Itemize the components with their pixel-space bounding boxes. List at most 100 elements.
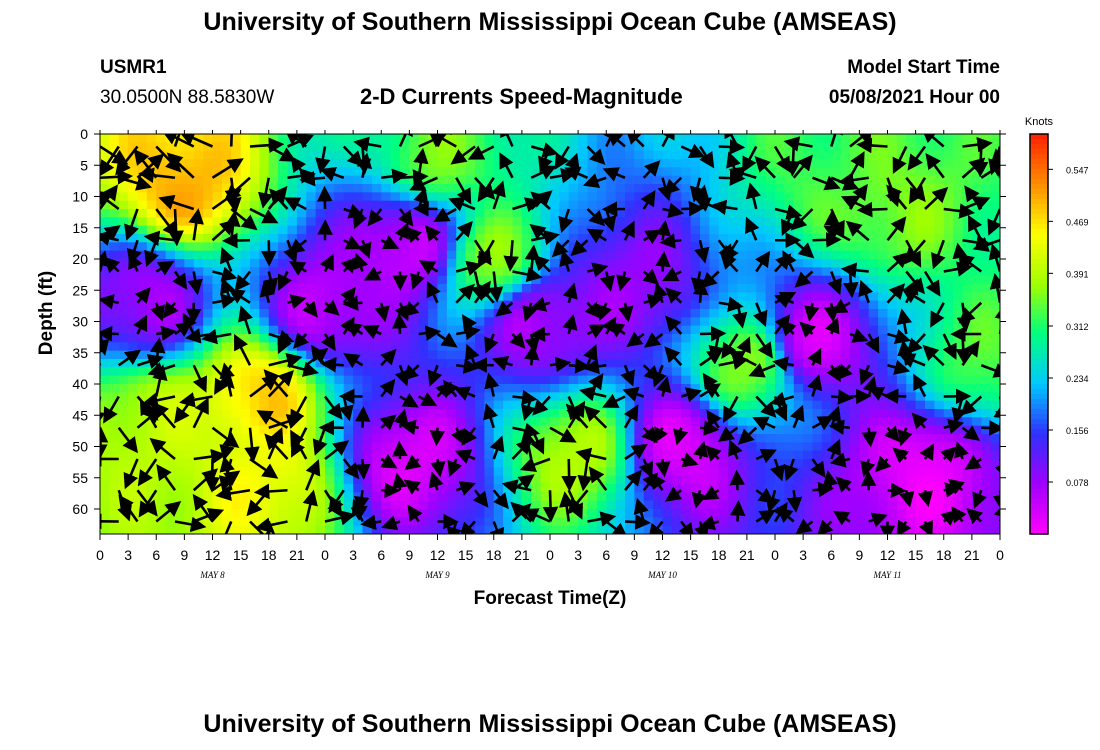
heatmap-cell — [315, 317, 326, 327]
heatmap-cell — [250, 359, 260, 368]
current-vector — [399, 169, 429, 185]
heatmap-cell — [493, 367, 504, 377]
heatmap-cell — [278, 367, 289, 377]
heatmap-cell — [175, 309, 185, 318]
heatmap-cell — [709, 242, 720, 252]
heatmap-cell — [803, 192, 814, 202]
heatmap-cell — [446, 217, 457, 227]
heatmap-cell — [212, 209, 223, 218]
heatmap-cell — [240, 334, 251, 343]
heatmap-cell — [250, 175, 260, 185]
heatmap-cell — [343, 309, 354, 318]
heatmap-cell — [315, 509, 326, 518]
heatmap-cell — [906, 417, 917, 427]
heatmap-cell — [137, 342, 148, 352]
heatmap-cell — [615, 184, 626, 193]
heatmap-cell — [615, 317, 626, 327]
heatmap-cell — [793, 284, 804, 293]
heatmap-cell — [100, 500, 110, 510]
heatmap-cell — [315, 484, 326, 493]
heatmap-cell — [775, 375, 785, 385]
heatmap-cell — [343, 217, 354, 227]
heatmap-cell — [240, 500, 251, 510]
heatmap-cell — [793, 292, 804, 302]
heatmap-cell — [681, 217, 692, 227]
heatmap-cell — [128, 309, 139, 318]
heatmap-cell — [390, 300, 401, 310]
heatmap-cell — [831, 134, 842, 143]
heatmap-cell — [475, 392, 485, 402]
heatmap-cell — [240, 209, 251, 218]
heatmap-cell — [193, 392, 204, 402]
heatmap-cell — [643, 417, 654, 427]
heatmap-cell — [278, 175, 289, 185]
heatmap-cell — [381, 159, 392, 168]
heatmap-cell — [212, 342, 223, 352]
heatmap-cell — [568, 525, 579, 534]
heatmap-cell — [100, 475, 110, 485]
heatmap-cell — [446, 242, 457, 252]
heatmap-cell — [934, 442, 945, 452]
heatmap-cell — [278, 167, 289, 177]
heatmap-cell — [878, 492, 889, 502]
heatmap-cell — [803, 175, 814, 185]
heatmap-cell — [868, 150, 879, 160]
heatmap-cell — [437, 275, 448, 285]
heatmap-cell — [268, 292, 279, 302]
heatmap-cell — [915, 350, 926, 360]
heatmap-cell — [287, 342, 298, 352]
heatmap-cell — [118, 250, 129, 260]
heatmap-cell — [681, 509, 692, 518]
heatmap-cell — [775, 484, 785, 493]
heatmap-cell — [259, 509, 270, 518]
heatmap-cell — [100, 384, 110, 393]
heatmap-cell — [231, 300, 242, 310]
heatmap-cell — [850, 384, 860, 393]
heatmap-cell — [587, 242, 598, 252]
heatmap-cell — [137, 434, 148, 443]
heatmap-cell — [878, 159, 889, 168]
heatmap-cell — [381, 150, 392, 160]
heatmap-cell — [859, 450, 870, 460]
heatmap-cell — [634, 217, 645, 227]
heatmap-cell — [493, 225, 504, 235]
heatmap-cell — [709, 525, 720, 534]
current-vector — [538, 146, 553, 173]
heatmap-cell — [353, 450, 364, 460]
heatmap-cell — [803, 484, 814, 493]
current-vector — [562, 282, 578, 304]
heatmap-cell — [709, 400, 720, 410]
heatmap-cell — [878, 217, 889, 227]
heatmap-cell — [850, 209, 860, 218]
heatmap-cell — [906, 425, 917, 435]
heatmap-cell — [184, 525, 195, 534]
heatmap-cell — [728, 375, 739, 385]
heatmap-cell — [118, 425, 129, 435]
heatmap-cell — [475, 509, 485, 518]
heatmap-cell — [512, 159, 523, 168]
heatmap-cell — [306, 150, 317, 160]
heatmap-cell — [596, 184, 607, 193]
heatmap-cell — [428, 425, 439, 435]
heatmap-cell — [812, 475, 823, 485]
heatmap-cell — [156, 509, 167, 518]
heatmap-cell — [953, 384, 964, 393]
heatmap-cell — [634, 484, 645, 493]
heatmap-cell — [371, 250, 382, 260]
current-vector — [418, 392, 438, 407]
heatmap-cell — [653, 242, 664, 252]
heatmap-cell — [681, 425, 692, 435]
heatmap-cell — [418, 350, 429, 360]
heatmap-cell — [943, 467, 954, 477]
heatmap-cell — [484, 317, 495, 327]
heatmap-cell — [240, 250, 251, 260]
heatmap-cell — [625, 242, 635, 252]
heatmap-cell — [859, 484, 870, 493]
heatmap-cell — [925, 425, 935, 435]
heatmap-cell — [756, 359, 767, 368]
heatmap-cell — [925, 467, 935, 477]
heatmap-cell — [550, 350, 560, 360]
heatmap-cell — [315, 500, 326, 510]
heatmap-cell — [512, 417, 523, 427]
heatmap-cell — [709, 309, 720, 318]
